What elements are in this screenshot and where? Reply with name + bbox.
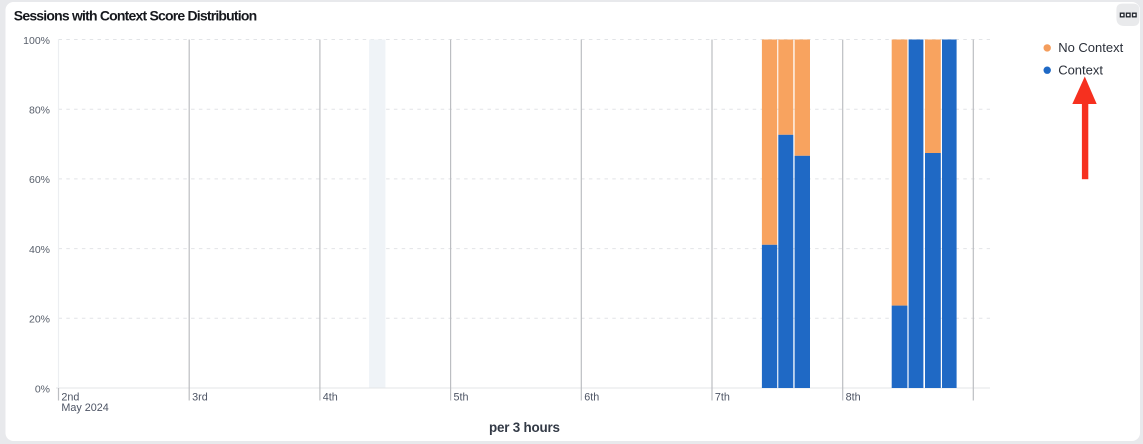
svg-text:0%: 0% — [35, 383, 50, 395]
svg-text:No Context: No Context — [1058, 40, 1123, 55]
svg-text:8th: 8th — [846, 392, 861, 404]
svg-text:80%: 80% — [29, 105, 50, 117]
svg-text:2nd: 2nd — [61, 392, 79, 404]
svg-text:6th: 6th — [584, 392, 599, 404]
svg-text:4th: 4th — [323, 392, 338, 404]
svg-text:3rd: 3rd — [192, 392, 208, 404]
svg-text:60%: 60% — [29, 174, 50, 186]
svg-text:May 2024: May 2024 — [61, 402, 108, 414]
svg-text:Context: Context — [1058, 63, 1103, 78]
svg-text:5th: 5th — [454, 392, 469, 404]
svg-text:7th: 7th — [715, 392, 730, 404]
svg-text:per 3 hours: per 3 hours — [489, 420, 560, 435]
svg-text:40%: 40% — [29, 244, 50, 256]
svg-text:100%: 100% — [23, 35, 50, 47]
svg-text:20%: 20% — [29, 314, 50, 326]
svg-text:Sessions with Context Score Di: Sessions with Context Score Distribution — [14, 8, 257, 24]
